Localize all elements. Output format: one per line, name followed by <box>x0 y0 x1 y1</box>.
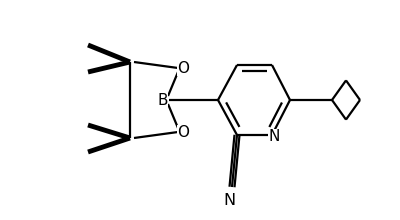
Text: B: B <box>158 92 168 108</box>
Text: N: N <box>268 128 280 143</box>
Text: N: N <box>223 192 235 207</box>
Text: O: O <box>177 125 189 139</box>
Text: O: O <box>177 61 189 75</box>
